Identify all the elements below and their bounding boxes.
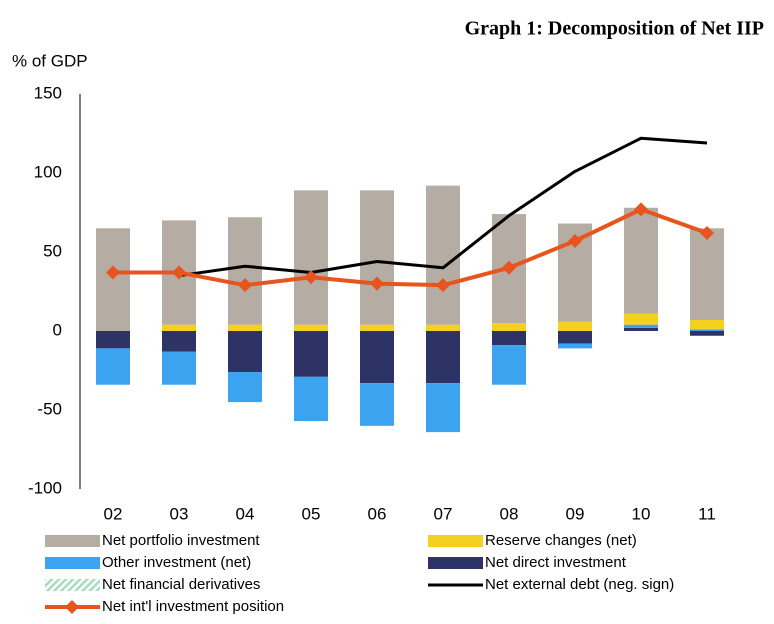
legend-label: Net direct investment <box>485 554 627 571</box>
legend-swatch <box>45 557 100 569</box>
bar <box>360 190 394 325</box>
bar <box>492 331 526 346</box>
legend-label: Net external debt (neg. sign) <box>485 576 674 593</box>
bar <box>492 323 526 331</box>
bar <box>162 351 196 385</box>
legend-marker <box>65 600 79 614</box>
bar <box>162 324 196 331</box>
marker <box>106 265 120 280</box>
marker <box>568 233 582 248</box>
x-tick-label: 02 <box>104 504 123 523</box>
bar <box>228 324 262 331</box>
marker <box>370 276 384 291</box>
legend-swatch <box>45 535 100 547</box>
bar <box>294 324 328 331</box>
bar <box>558 343 592 349</box>
bar <box>96 331 130 349</box>
legend-label: Net portfolio investment <box>102 532 260 549</box>
x-tick-label: 08 <box>500 504 519 523</box>
bar <box>426 331 460 384</box>
bar <box>294 331 328 377</box>
legend-swatch <box>428 535 483 547</box>
y-axis-label: % of GDP <box>12 51 88 70</box>
x-tick-label: 11 <box>698 504 716 523</box>
x-tick-label: 09 <box>566 504 585 523</box>
y-tick-label: -50 <box>37 399 62 418</box>
line <box>113 207 708 288</box>
bar <box>492 345 526 385</box>
bar <box>294 190 328 325</box>
marker <box>502 260 516 275</box>
legend-label: Other investment (net) <box>102 554 251 571</box>
y-tick-label: 100 <box>34 162 62 181</box>
bar <box>624 313 658 325</box>
bar <box>294 376 328 422</box>
legend-swatch <box>428 557 483 569</box>
marker <box>172 265 186 280</box>
bar <box>558 331 592 344</box>
legend-label: Reserve changes (net) <box>485 532 637 549</box>
y-tick-label: 50 <box>43 241 62 260</box>
bar <box>360 383 394 426</box>
x-tick-label: 05 <box>302 504 321 523</box>
chart-title: Graph 1: Decomposition of Net IIP <box>465 18 764 40</box>
legend-label: Net financial derivatives <box>102 576 260 593</box>
bar <box>162 331 196 352</box>
x-tick-label: 06 <box>368 504 387 523</box>
legend-swatch <box>45 579 100 591</box>
bar <box>228 372 262 403</box>
bar <box>426 324 460 331</box>
y-tick-label: 0 <box>53 320 62 339</box>
line <box>178 136 708 278</box>
bar <box>360 324 394 331</box>
bar <box>624 207 658 314</box>
marker <box>634 202 648 217</box>
x-tick-label: 10 <box>632 504 651 523</box>
bar <box>558 321 592 331</box>
bar <box>228 217 262 325</box>
bar <box>228 331 262 373</box>
x-tick-label: 07 <box>434 504 453 523</box>
y-tick-label: -100 <box>28 478 62 497</box>
bar <box>426 185 460 325</box>
bar <box>360 331 394 384</box>
bar <box>96 228 130 331</box>
x-tick-label: 04 <box>236 504 255 523</box>
bar <box>690 319 724 330</box>
y-tick-label: 150 <box>34 83 62 102</box>
x-tick-label: 03 <box>170 504 189 523</box>
bar <box>624 324 658 328</box>
bar <box>690 331 724 336</box>
marker <box>436 278 450 293</box>
marker <box>304 270 318 285</box>
bar <box>426 383 460 433</box>
legend-label: Net int'l investment position <box>102 598 284 615</box>
bar <box>96 348 130 385</box>
marker <box>238 278 252 293</box>
marker <box>700 226 714 241</box>
bar <box>690 329 724 331</box>
bar <box>690 228 724 320</box>
bar <box>624 327 658 331</box>
